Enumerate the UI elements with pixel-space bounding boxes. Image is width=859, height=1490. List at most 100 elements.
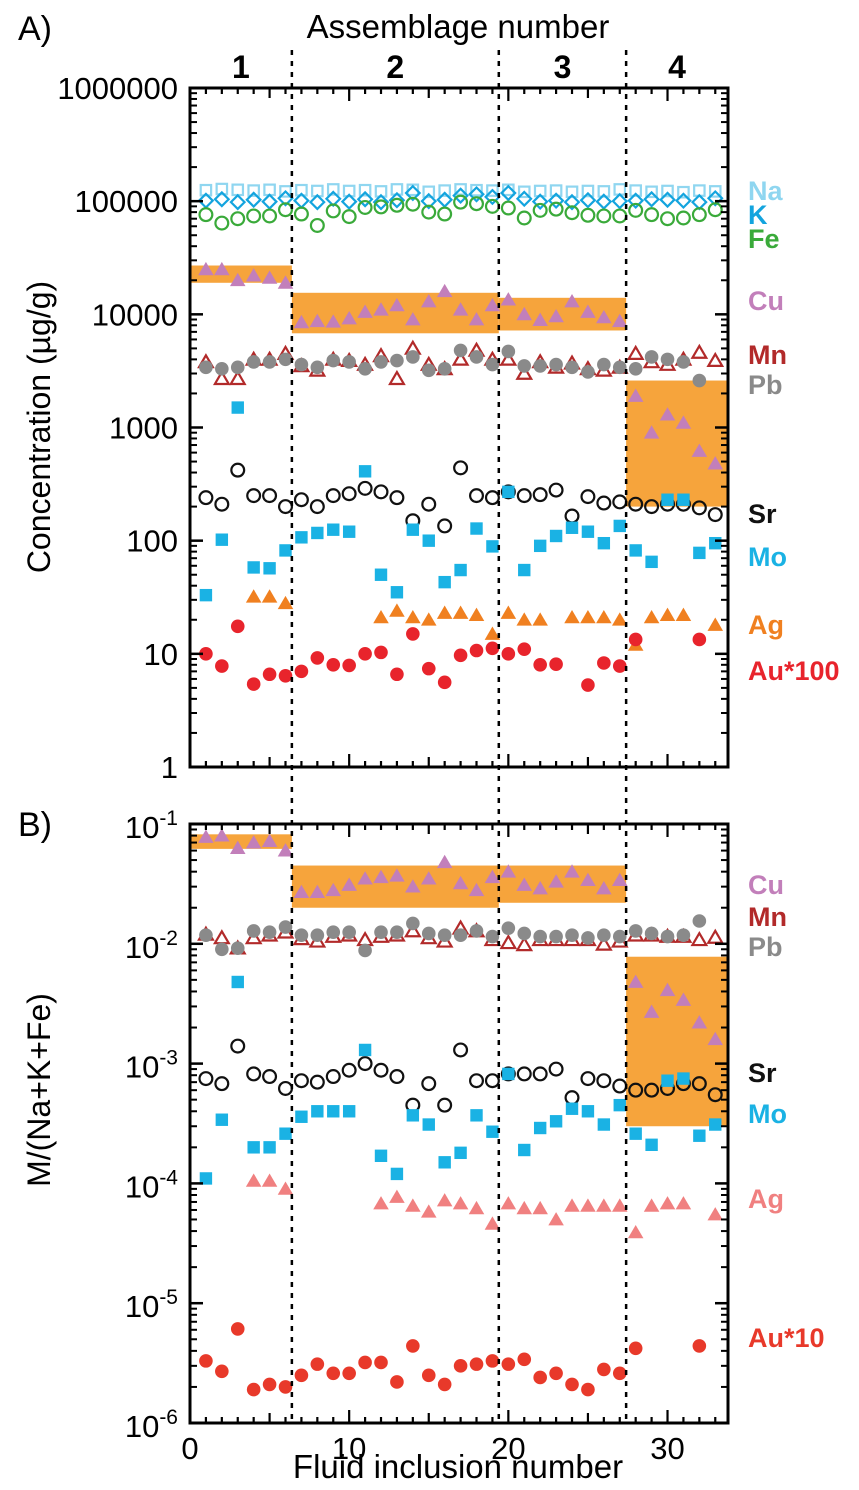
panel-a-point-na xyxy=(708,185,722,198)
panel-a-point-mo xyxy=(533,539,547,553)
panel-b-point-pb xyxy=(246,924,261,938)
panel-a-point-cu xyxy=(341,311,357,325)
panel-a-point-k xyxy=(499,184,517,202)
panel-b-point-ag xyxy=(245,1173,262,1187)
panel-a-point-mn xyxy=(626,344,645,360)
panel-a-point-na xyxy=(247,184,260,197)
panel-a-point-pb xyxy=(533,359,547,373)
panel-b-point-au10 xyxy=(469,1357,484,1371)
panel-a-point-fe xyxy=(516,210,532,226)
panel-a-point-sr xyxy=(357,480,373,496)
panel-a-point-cu xyxy=(245,268,262,282)
panel-b-point-cu xyxy=(643,1004,660,1018)
panel-a-point-na xyxy=(422,185,436,199)
legend-label-au10: Au*10 xyxy=(748,1323,825,1353)
panel-a-point-au100 xyxy=(453,648,468,663)
panel-a-point-cu xyxy=(516,306,533,321)
panel-b-point-au10 xyxy=(421,1368,436,1383)
panel-a-point-fe xyxy=(675,210,691,226)
panel-b-point-ag xyxy=(707,1207,724,1221)
panel-a-point-pb xyxy=(549,357,563,372)
panel-b-point-mo xyxy=(565,1102,579,1115)
panel-b-point-mn xyxy=(515,936,534,952)
panel-b-point-mn xyxy=(499,933,518,950)
panel-a-point-sr xyxy=(628,496,644,512)
legend-label-ag: Ag xyxy=(748,610,784,640)
panel-a-point-pb xyxy=(390,353,404,368)
panel-b-point-au10 xyxy=(374,1355,388,1370)
panel-a-point-pb xyxy=(676,355,691,369)
legend-label-cu: Cu xyxy=(748,870,784,900)
panel-a-point-mo xyxy=(502,485,515,499)
panel-a-point-cu xyxy=(405,312,421,326)
legend-label-fe: Fe xyxy=(748,224,780,254)
panel-a-point-cu xyxy=(611,313,628,328)
panel-a-point-au100 xyxy=(199,647,213,661)
legend-label-mn: Mn xyxy=(748,340,787,370)
legend-label-cu: Cu xyxy=(748,286,784,316)
panel-a-point-mo xyxy=(565,521,579,534)
panel-a-point-k xyxy=(531,193,549,211)
panel-a-point-ag xyxy=(707,617,724,631)
panel-b-point-cu xyxy=(548,874,564,888)
panel-b-point-cu xyxy=(420,871,437,885)
panel-b-point-pb xyxy=(215,942,229,957)
panel-b-point-mo xyxy=(629,1127,642,1140)
panel-b-point-sr xyxy=(325,1069,341,1085)
panel-a-point-fe xyxy=(246,208,262,224)
panel-a-point-cu xyxy=(580,304,596,318)
panel-b-point-sr xyxy=(341,1062,357,1078)
panel-a-point-fe xyxy=(309,217,325,233)
panel-b-point-ag xyxy=(627,1224,644,1239)
panel-a-point-ag xyxy=(261,589,278,603)
panel-a-point-pb xyxy=(660,352,675,367)
panel-a-point-mo xyxy=(693,546,706,560)
panel-b-point-au10 xyxy=(612,1366,627,1381)
panel-a-point-k xyxy=(690,193,708,211)
panel-b-point-pb xyxy=(692,914,707,928)
panel-a-point-mo xyxy=(613,519,626,533)
panel-a-point-cu xyxy=(389,297,405,312)
panel-b-point-pb xyxy=(676,928,691,942)
panel-b-point-au10 xyxy=(533,1370,547,1385)
x-tick-label: 10 xyxy=(332,1431,366,1466)
panel-a-point-mo xyxy=(422,534,435,547)
panel-a-point-fe xyxy=(596,208,612,224)
panel-a-point-pb xyxy=(517,359,532,373)
panel-a-point-k xyxy=(659,191,676,209)
panel-a-point-mn xyxy=(706,351,725,367)
panel-b-point-sr xyxy=(389,1069,405,1085)
assemblage-label: 3 xyxy=(554,49,572,85)
panel-a-point-au100 xyxy=(517,642,532,656)
panel-b-point-pb xyxy=(581,931,595,945)
panel-a-point-k xyxy=(229,193,247,211)
panel-a-point-ag xyxy=(564,609,580,624)
panel-a-point-pb xyxy=(215,362,229,376)
panel-a-point-cu xyxy=(277,275,294,289)
panel-a-point-fe xyxy=(262,208,278,224)
panel-a-point-pb xyxy=(230,360,245,375)
panel-a-point-mo xyxy=(406,523,420,536)
panel-a-point-sr xyxy=(262,488,278,504)
panel-a-point-fe xyxy=(691,207,707,223)
panel-b-point-au10 xyxy=(246,1382,261,1397)
panel-a-point-pb xyxy=(326,353,341,368)
panel-b-point-ag xyxy=(277,1181,294,1195)
panel-a-point-k xyxy=(468,185,485,203)
panel-a-point-pb xyxy=(565,360,579,375)
panel-b-point-pb xyxy=(517,926,532,941)
panel-a-point-k xyxy=(308,193,326,211)
panel-b-point-pb xyxy=(612,929,627,944)
panel-a-point-ag xyxy=(468,607,485,622)
panel-b-point-pb xyxy=(565,928,579,942)
panel-b-point-ag xyxy=(580,1198,596,1212)
panel-a-point-pb xyxy=(342,355,356,369)
panel-a-point-mo xyxy=(358,465,372,478)
panel-a-point-au100 xyxy=(628,632,643,647)
panel-b-point-mn xyxy=(244,929,263,945)
panel-a-point-na xyxy=(661,184,674,198)
panel-a-point-k xyxy=(579,191,597,209)
panel-a-point-na xyxy=(597,185,611,198)
panel-b-point-pb xyxy=(437,928,452,942)
panel-b-point-pb xyxy=(230,941,245,955)
